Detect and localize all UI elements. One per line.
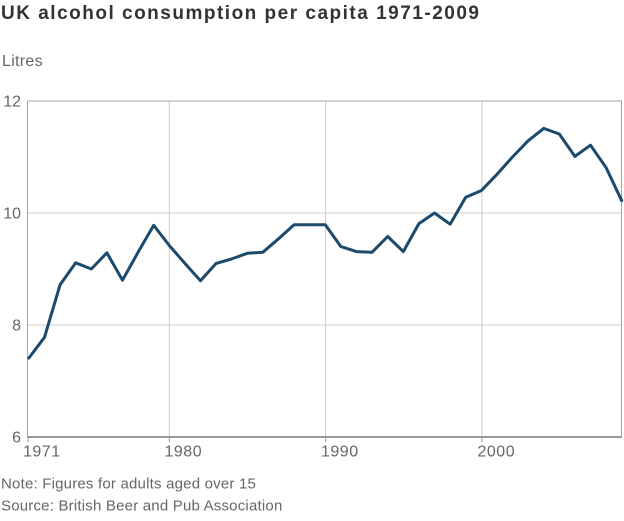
svg-text:6: 6 [12, 430, 21, 447]
svg-text:12: 12 [3, 94, 21, 111]
svg-text:Source: British Beer and Pub A: Source: British Beer and Pub Association [1, 498, 283, 515]
svg-text:2000: 2000 [478, 444, 516, 461]
svg-text:1990: 1990 [321, 444, 359, 461]
svg-text:8: 8 [12, 318, 21, 335]
svg-text:Litres: Litres [2, 53, 43, 70]
svg-text:UK alcohol consumption per cap: UK alcohol consumption per capita 1971-2… [1, 3, 480, 24]
svg-text:1971: 1971 [23, 444, 61, 461]
svg-text:1980: 1980 [165, 444, 203, 461]
svg-text:Note: Figures for adults aged: Note: Figures for adults aged over 15 [1, 476, 256, 493]
svg-text:10: 10 [3, 206, 21, 223]
